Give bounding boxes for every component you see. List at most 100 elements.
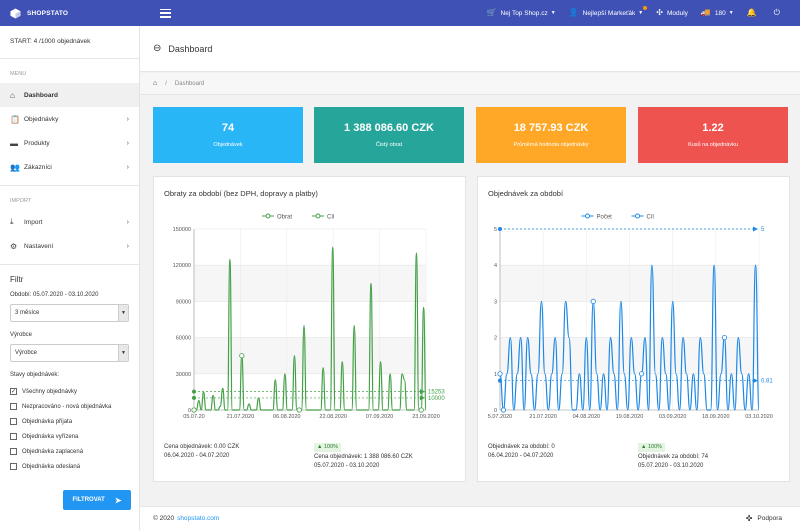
producer-value: Výrobce xyxy=(15,350,38,356)
y-tick-label: 5 xyxy=(494,227,497,233)
producer-select[interactable]: Výrobce ▼ xyxy=(10,344,129,362)
bell-icon: 🔔 xyxy=(746,8,757,17)
breadcrumb-current: Dashboard xyxy=(174,80,205,87)
revenue-chart: Obrat Cíl 0 30000 60000 90000 120000 150000 05.0… xyxy=(173,213,445,420)
chevron-down-icon: ▼ xyxy=(118,305,128,321)
support-label: Podpora xyxy=(757,515,782,522)
chart-footer-current: ▲ 100% Cena objednávek: 1 388 086.60 CZK… xyxy=(314,443,413,471)
period-value: 3 měsíce xyxy=(15,310,40,316)
clipboard-icon: 📋 xyxy=(10,114,20,124)
y-tick-label: 2 xyxy=(494,336,497,342)
stat-value: 1 388 086.60 CZK xyxy=(344,122,434,134)
shop-selector[interactable]: 🛒 Nej Top Shop.cz ▼ xyxy=(487,9,556,17)
orders-chart: Počet Cíl 0 1 2 3 4 5 5.07.2020 21.07.2020 04.08.2… xyxy=(488,213,773,420)
checkbox[interactable]: ✓ xyxy=(10,388,17,395)
sidebar-item-orders[interactable]: 📋 Objednávky › xyxy=(0,107,139,131)
status-checkbox-accepted[interactable]: Objednávka přijata xyxy=(10,414,129,429)
modules-link[interactable]: ✣ Moduly xyxy=(656,9,688,17)
y-tick-label: 150000 xyxy=(173,227,191,233)
sidebar-item-import[interactable]: ⤓ Import › xyxy=(0,210,139,234)
support-link[interactable]: ✜ Podpora xyxy=(746,514,782,523)
plot-band xyxy=(194,265,426,302)
series-point xyxy=(418,407,424,413)
status-checkbox-all[interactable]: ✓ Všechny objednávky xyxy=(10,384,129,399)
truck-icon: 🚚 xyxy=(700,8,711,17)
sidebar: START: 4 /1000 objednávek MENU ⌂ Dashboa… xyxy=(0,26,140,530)
status-label: Stavy objednávek: xyxy=(10,372,60,378)
x-tick-label: 23.09.2020 xyxy=(412,414,440,420)
cart-icon: 🛒 xyxy=(486,8,497,17)
filter-title: Filtr xyxy=(10,275,24,284)
chart-footer-previous: Cena objednávek: 0.00 CZK 06.04.2020 - 0… xyxy=(164,443,239,461)
power-icon: ⏻ xyxy=(773,8,780,17)
divider xyxy=(0,185,139,186)
legend-marker xyxy=(635,213,640,219)
period-select[interactable]: 3 měsíce ▼ xyxy=(10,304,129,322)
sidebar-item-label: Zákazníci xyxy=(24,163,52,171)
filter-button[interactable]: FILTROVAT ➤ xyxy=(63,490,131,510)
stat-label: Kusů na objednávku xyxy=(688,142,738,148)
footer-link[interactable]: shopstato.com xyxy=(177,515,220,522)
x-tick-label: 06.08.2020 xyxy=(273,414,301,420)
sidebar-item-settings[interactable]: ⚙ Nastavení › xyxy=(0,234,139,258)
legend-label: Cíl xyxy=(327,215,334,221)
brand-name: SHOPSTATO xyxy=(27,9,69,17)
x-tick-label: 21.07.2020 xyxy=(529,414,557,420)
sidebar-item-label: Import xyxy=(24,218,43,226)
legend-label: Počet xyxy=(597,215,613,221)
sidebar-item-customers[interactable]: 👥 Zákazníci › xyxy=(0,155,139,179)
logout-button[interactable]: ⏻ xyxy=(774,9,784,17)
status-checkbox-sent[interactable]: Objednávka odeslaná xyxy=(10,459,129,474)
y-tick-label: 0 xyxy=(494,408,497,414)
stat-value: 74 xyxy=(221,122,235,134)
target-label: 10000 xyxy=(428,396,445,402)
lifebuoy-icon: ✜ xyxy=(745,514,753,523)
brand[interactable]: SHOPSTATO xyxy=(0,7,150,19)
target-arrow xyxy=(753,226,758,232)
legend-label: Cíl xyxy=(647,215,654,221)
status-checkbox-done[interactable]: Objednávka vyřízena xyxy=(10,429,129,444)
checkbox[interactable] xyxy=(10,448,17,455)
x-tick-label: 04.08.2020 xyxy=(573,414,601,420)
chevron-right-icon: › xyxy=(126,115,129,123)
status-checkbox-new[interactable]: Nezpracováno - nová objednávka xyxy=(10,399,129,414)
chevron-down-icon: ▼ xyxy=(638,10,644,16)
filter-button-label: FILTROVAT xyxy=(72,497,105,503)
sidebar-item-label: Nastavení xyxy=(24,242,54,250)
chevron-right-icon: › xyxy=(126,218,129,226)
previous-range: 06.04.2020 - 04.07.2020 xyxy=(488,453,554,459)
puzzle-icon: ✣ xyxy=(656,8,663,17)
sidebar-item-products[interactable]: ▬ Produkty › xyxy=(0,131,139,155)
growth-badge: ▲ 100% xyxy=(314,443,342,452)
legend-marker xyxy=(315,213,321,219)
chart-title: Objednávek za období xyxy=(488,189,564,198)
sidebar-item-dashboard[interactable]: ⌂ Dashboard xyxy=(0,83,139,107)
x-tick-label: 03.10.2020 xyxy=(745,414,773,420)
users-icon: 👥 xyxy=(10,162,20,172)
stat-card-revenue: 1 388 086.60 CZK Čistý obrat xyxy=(314,107,464,163)
chevron-right-icon: › xyxy=(126,242,129,250)
target-start-marker xyxy=(498,227,502,231)
status-checkbox-paid[interactable]: Objednávka zaplacená xyxy=(10,444,129,459)
user-menu[interactable]: 👤 Nejlepší Markeťák ▼ xyxy=(569,6,647,17)
checkbox[interactable] xyxy=(10,418,17,425)
home-icon[interactable]: ⌂ xyxy=(153,80,158,87)
stat-card-items: 1.22 Kusů na objednávku xyxy=(638,107,788,163)
series-point xyxy=(497,371,503,377)
current-value: Objednávek za období: 74 xyxy=(638,454,709,460)
chevron-down-icon: ▼ xyxy=(728,10,734,16)
chevron-down-icon: ▼ xyxy=(550,10,556,16)
back-icon[interactable]: ⊖ xyxy=(153,43,162,54)
stat-card-average: 18 757.93 CZK Průměrná hodnota objednávk… xyxy=(476,107,626,163)
menu-toggle-icon[interactable] xyxy=(160,8,171,18)
target-label: 0.81 xyxy=(761,379,773,385)
stat-value: 18 757.93 CZK xyxy=(513,122,589,134)
checkbox[interactable] xyxy=(10,433,17,440)
legend-marker xyxy=(265,213,271,219)
notifications-button[interactable]: 🔔 xyxy=(747,9,761,17)
delivery-counter[interactable]: 🚚 180 ▼ xyxy=(701,9,734,17)
checkbox[interactable] xyxy=(10,403,17,410)
series-line xyxy=(194,246,427,411)
checkbox[interactable] xyxy=(10,463,17,470)
series-point xyxy=(239,353,245,359)
